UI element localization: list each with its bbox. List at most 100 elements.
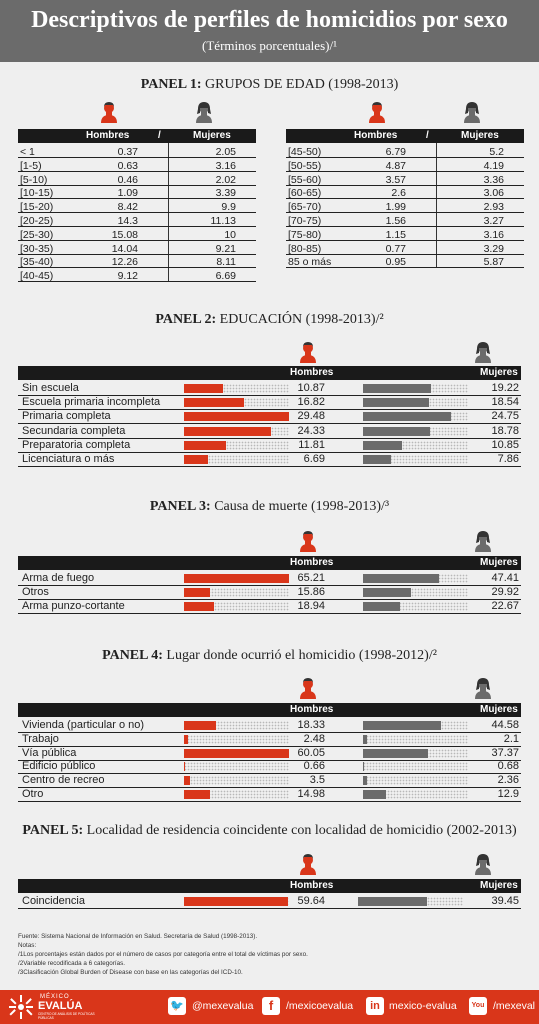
panel-4-title-bold: PANEL 4:: [102, 648, 163, 663]
table-row-line: [18, 253, 256, 255]
hombres-value: 2.6: [391, 187, 406, 200]
panel-4-header: Hombres Mujeres: [18, 703, 521, 717]
mujeres-value: 11.13: [210, 215, 237, 227]
female-icon: [461, 101, 483, 123]
hombres-bar: [184, 748, 289, 758]
table-row-line: [18, 281, 256, 283]
linkedin-icon[interactable]: in: [366, 997, 384, 1015]
hombres-value: 14.04: [111, 242, 138, 255]
table-row-line: [18, 409, 521, 411]
mujeres-bar: [363, 776, 368, 786]
category-label: Trabajo: [22, 732, 59, 745]
linkedin-link[interactable]: mexico-evalua: [389, 1000, 457, 1012]
hombres-bar: [184, 897, 289, 906]
mujeres-header: Mujeres: [480, 557, 518, 568]
mujeres-value: 9.21: [215, 242, 236, 255]
hombres-value: 1.99: [385, 201, 406, 214]
mujeres-value: 3.36: [483, 173, 504, 186]
hombres-value: 8.42: [117, 201, 138, 214]
mujeres-bar: [363, 426, 430, 436]
age-table-header: Hombres / Mujeres: [286, 129, 524, 143]
facebook-icon[interactable]: f: [262, 997, 280, 1015]
age-group-label: [15-20): [20, 201, 54, 214]
table-row-line: [18, 157, 256, 158]
table-row-line: [18, 732, 521, 733]
panel-3-title-bold: PANEL 3:: [149, 499, 211, 514]
hombres-value: 6.69: [303, 453, 325, 465]
male-icon: [297, 530, 319, 552]
hombres-bar: [184, 440, 227, 450]
table-row-line: [18, 773, 521, 775]
age-table-divider: [436, 143, 437, 268]
mujeres-value: 5.2: [489, 146, 504, 158]
table-row-line: [18, 437, 521, 439]
table-row-line: [18, 267, 256, 269]
bar-track: [184, 790, 289, 799]
mujeres-bar: [363, 455, 391, 464]
table-row-line: [18, 787, 521, 789]
twitter-link[interactable]: @mexevalua: [192, 1000, 254, 1012]
mujeres-value: 12.9: [497, 788, 519, 800]
female-icon: [472, 530, 494, 552]
mujeres-value: 3.27: [483, 215, 504, 227]
mujeres-value: 10: [224, 228, 236, 241]
hombres-value: 4.87: [385, 159, 406, 172]
mujeres-value: 2.02: [215, 173, 236, 186]
category-label: Coincidencia: [22, 895, 85, 907]
hombres-bar: [184, 776, 191, 786]
hombres-value: 18.33: [297, 719, 325, 731]
age-table-header: Hombres / Mujeres: [18, 129, 256, 143]
panel-4-title: PANEL 4: Lugar donde ocurrió el homicidi…: [0, 648, 539, 664]
mujeres-bar: [363, 440, 402, 450]
bar-track: [363, 588, 468, 597]
note-1: /1Los porcentajes están dados por el núm…: [18, 951, 308, 958]
category-label: Edificio público: [22, 760, 96, 773]
age-group-label: [75-80): [288, 228, 322, 241]
hombres-value: 65.21: [297, 572, 325, 584]
header-separator: /: [426, 130, 429, 141]
bar-track: [184, 440, 289, 450]
female-icon: [472, 677, 494, 699]
youtube-icon[interactable]: You: [469, 997, 487, 1015]
hombres-header: Hombres: [354, 130, 398, 141]
panel-1-title-bold: PANEL 1:: [140, 77, 202, 92]
notes: Fuente: Sistema Nacional de Información …: [18, 932, 518, 977]
hombres-value: 0.46: [117, 173, 138, 186]
category-label: Vivienda (particular o no): [22, 719, 145, 731]
age-group-label: [5-10): [20, 173, 48, 186]
page-title: Descriptivos de perfiles de homicidios p…: [31, 7, 508, 33]
age-group-label: < 1: [20, 146, 35, 158]
age-group-label: [60-65): [288, 187, 322, 200]
table-row-line: [18, 908, 521, 909]
hombres-bar: [184, 398, 244, 408]
hombres-bar: [184, 426, 271, 436]
female-icon: [472, 341, 494, 363]
youtube-link[interactable]: /mexeval: [493, 1000, 536, 1012]
table-row-line: [18, 759, 521, 761]
hombres-header: Hombres: [290, 367, 334, 378]
twitter-icon[interactable]: 🐦: [168, 997, 186, 1015]
hombres-header: Hombres: [290, 557, 334, 568]
hombres-value: 24.33: [297, 424, 325, 437]
panel-3-title-text: Causa de muerte (1998-2013)/³: [210, 499, 390, 514]
mujeres-value: 44.58: [491, 719, 519, 731]
hombres-bar: [184, 602, 215, 611]
hombres-value: 0.95: [385, 256, 406, 269]
mujeres-bar: [363, 762, 365, 772]
age-group-label: [10-15): [20, 187, 54, 200]
mujeres-value: 2.1: [503, 732, 519, 745]
table-row-line: [286, 198, 524, 200]
age-group-label: [80-85): [288, 242, 322, 255]
mujeres-value: 22.67: [491, 600, 519, 612]
bar-track: [184, 762, 289, 772]
mujeres-header: Mujeres: [480, 704, 518, 715]
hombres-value: 16.82: [297, 396, 325, 409]
panel-2-title: PANEL 2: EDUCACIÓN (1998-2013)/²: [0, 312, 539, 328]
male-icon: [297, 341, 319, 363]
hombres-value: 3.5: [309, 774, 325, 787]
facebook-link[interactable]: /mexicoevalua: [286, 1000, 354, 1012]
panel-5-title: PANEL 5: Localidad de residencia coincid…: [0, 823, 539, 839]
mujeres-header: Mujeres: [193, 130, 231, 141]
hombres-bar: [184, 384, 223, 393]
bar-track: [363, 455, 468, 464]
